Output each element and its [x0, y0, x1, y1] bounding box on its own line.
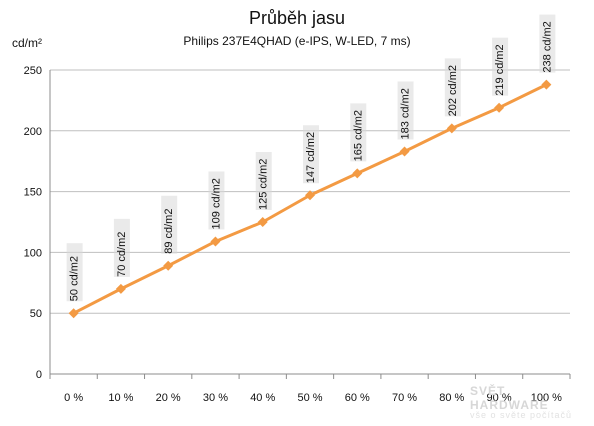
chart-subtitle: Philips 237E4QHAD (e-IPS, W-LED, 7 ms)	[183, 34, 411, 48]
data-point-3	[210, 236, 221, 247]
data-label-shadow-3	[208, 171, 225, 230]
data-label-shadow-7	[397, 81, 414, 140]
data-label-shadow-8	[444, 58, 461, 117]
x-tick-label-1: 10 %	[108, 392, 133, 404]
data-label-4: 125 cd/m2	[258, 159, 270, 210]
data-point-4	[257, 217, 268, 227]
x-tick-label-2: 20 %	[156, 392, 181, 404]
y-tick-250: 250	[24, 65, 42, 77]
data-point-0	[68, 308, 79, 319]
site-watermark: SVĚT HARDWARE vše o světe počítačů	[470, 384, 580, 420]
data-point-1	[115, 283, 126, 294]
y-tick-150: 150	[24, 187, 42, 199]
data-point-6	[352, 168, 363, 179]
data-label-10: 238 cd/m2	[541, 21, 553, 72]
data-label-shadow-0	[66, 243, 83, 302]
x-tick-label-7: 70 %	[392, 392, 417, 404]
data-label-shadow-4	[255, 152, 272, 210]
data-point-5	[305, 190, 315, 201]
data-label-shadow-2	[161, 195, 178, 254]
x-tick-label-3: 30 %	[203, 392, 228, 404]
data-label-5: 147 cd/m2	[305, 132, 317, 183]
y-tick-50: 50	[30, 308, 42, 320]
data-label-2: 89 cd/m2	[163, 209, 175, 254]
data-label-9: 219 cd/m2	[494, 44, 506, 95]
chart-title: Průběh jasu	[248, 8, 346, 28]
data-label-shadow-9	[492, 37, 509, 96]
data-label-3: 109 cd/m2	[210, 178, 222, 229]
data-point-7	[399, 146, 410, 157]
x-tick-label-9: 90 %	[487, 392, 512, 404]
y-tick-0: 0	[36, 369, 42, 381]
data-label-shadow-1	[113, 218, 130, 277]
data-point-9	[494, 102, 505, 113]
x-tick-label-6: 60 %	[345, 392, 370, 404]
data-label-7: 183 cd/m2	[400, 88, 412, 139]
data-label-shadow-6	[350, 103, 367, 162]
x-tick-label-8: 80 %	[439, 392, 464, 404]
data-point-8	[446, 123, 457, 134]
x-tick-label-0: 0 %	[64, 392, 83, 404]
data-label-1: 70 cd/m2	[116, 232, 128, 277]
data-label-6: 165 cd/m2	[352, 110, 364, 161]
data-point-10	[541, 79, 552, 90]
watermark-text: SVĚT HARDWARE	[470, 384, 549, 412]
x-tick-label-5: 50 %	[297, 392, 322, 404]
data-point-2	[163, 260, 174, 271]
data-label-0: 50 cd/m2	[69, 256, 81, 301]
y-tick-100: 100	[24, 247, 42, 259]
data-label-8: 202 cd/m2	[447, 65, 459, 116]
data-label-shadow-10	[539, 14, 556, 73]
watermark-small-text: vše o světe počítačů	[470, 410, 573, 420]
x-tick-label-4: 40 %	[250, 392, 275, 404]
x-tick-label-10: 100 %	[531, 392, 562, 404]
y-tick-200: 200	[24, 126, 42, 138]
y-axis-label: cd/m²	[12, 36, 42, 50]
data-label-shadow-5	[303, 125, 319, 184]
